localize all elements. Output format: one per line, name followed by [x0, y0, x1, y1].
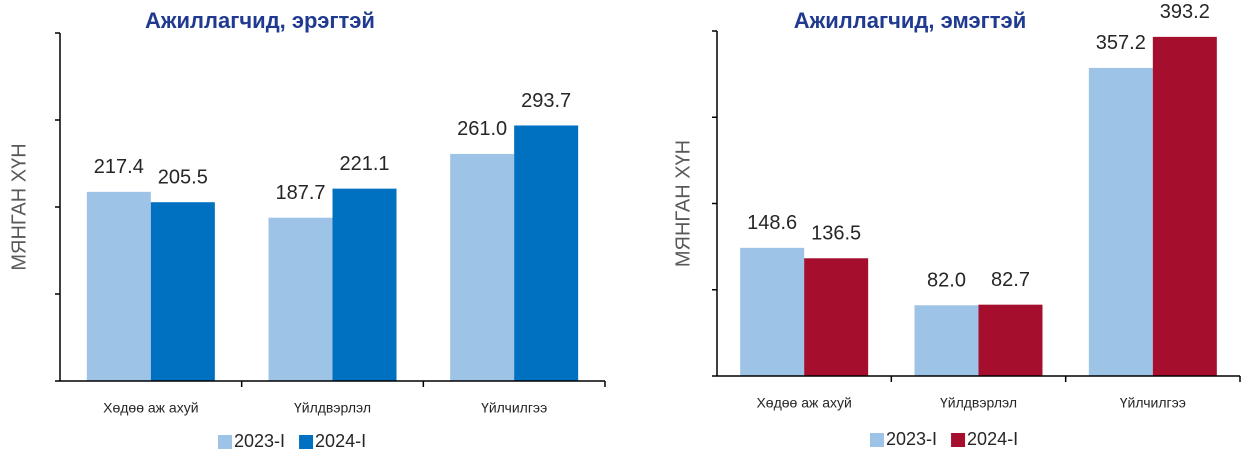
bar [86, 191, 151, 381]
legend-label: 2024-I [315, 431, 366, 451]
x-tick-label: Хөдөө аж ахуй [756, 395, 851, 411]
bar [804, 258, 869, 376]
bar [332, 188, 397, 381]
value-label: 82.0 [927, 270, 966, 292]
value-label: 136.5 [811, 223, 861, 245]
x-tick-label: Үйлдвэрлэл [940, 395, 1017, 411]
legend-swatch [218, 435, 232, 449]
y-axis-label: МЯНГАН ХҮН [8, 143, 30, 270]
bar [914, 305, 979, 376]
bar [1152, 36, 1217, 377]
value-label: 393.2 [1160, 1, 1210, 23]
bar [150, 202, 215, 381]
chart-title: Ажиллагчид, эмэгтэй [794, 8, 1026, 33]
y-axis-label: МЯНГАН ХҮН [672, 140, 694, 267]
legend-label: 2023-I [886, 429, 937, 449]
legend-swatch [299, 435, 314, 449]
x-tick-label: Хөдөө аж ахуй [103, 400, 198, 416]
value-label: 357.2 [1096, 32, 1146, 54]
x-tick-label: Үйлдвэрлэл [294, 400, 371, 416]
value-label: 148.6 [747, 212, 797, 234]
legend-swatch [870, 433, 884, 447]
value-label: 221.1 [339, 153, 389, 175]
x-tick-label: Үйлчилгээ [481, 400, 547, 416]
x-tick-label: Үйлчилгээ [1120, 395, 1186, 411]
value-label: 82.7 [991, 269, 1030, 291]
bar [978, 304, 1043, 376]
legend-label: 2023-I [234, 431, 285, 451]
value-label: 293.7 [521, 90, 571, 112]
value-label: 217.4 [94, 156, 144, 178]
bar [1088, 67, 1153, 376]
legend-swatch [951, 433, 966, 447]
value-label: 187.7 [275, 182, 325, 204]
bar [514, 125, 579, 381]
chart-title: Ажиллагчид, эрэгтэй [145, 8, 375, 33]
value-label: 261.0 [457, 118, 507, 140]
legend-label: 2024-I [967, 429, 1018, 449]
bar [450, 153, 515, 381]
bar [740, 247, 805, 376]
bar [268, 217, 333, 381]
value-label: 205.5 [158, 166, 208, 188]
